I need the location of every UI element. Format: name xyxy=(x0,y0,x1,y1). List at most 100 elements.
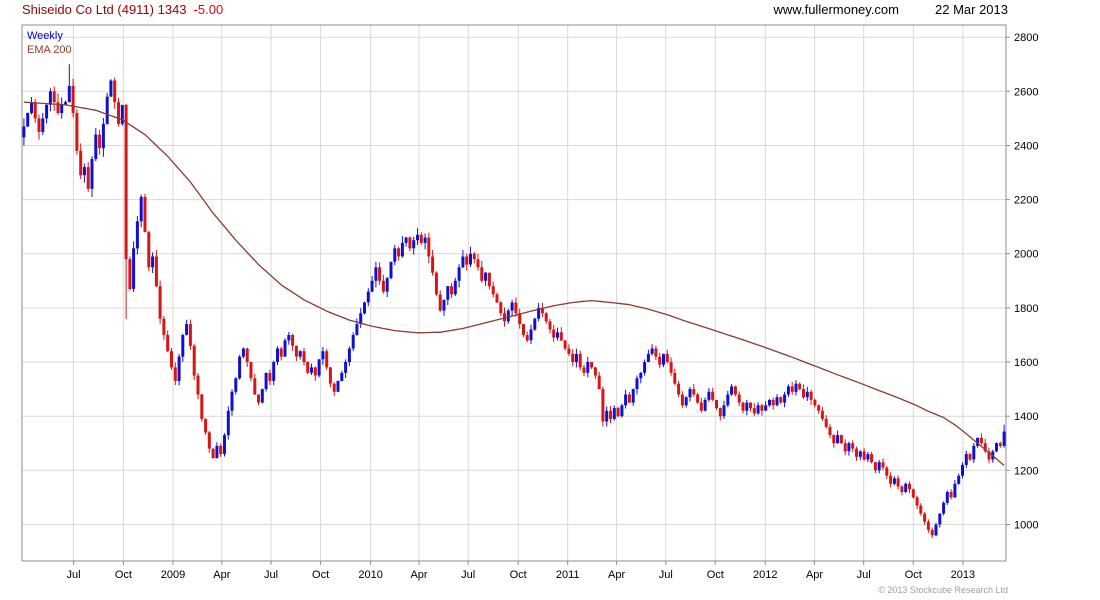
candle-body xyxy=(370,280,374,292)
candle-body xyxy=(170,351,173,368)
candle-body xyxy=(745,402,749,411)
candle-body xyxy=(423,237,427,243)
candle-body xyxy=(128,259,132,289)
x-axis-label: 2009 xyxy=(161,569,185,581)
candle-body xyxy=(355,324,359,335)
candle-body xyxy=(33,102,37,119)
candle-body xyxy=(794,383,798,392)
candle-body xyxy=(877,462,881,471)
y-axis-label: 1200 xyxy=(1014,465,1038,477)
x-axis-label: Oct xyxy=(510,569,527,581)
candle-body xyxy=(620,405,624,417)
candle-body xyxy=(552,329,556,338)
candle-body xyxy=(559,332,563,341)
candle-body xyxy=(873,462,877,471)
candle-body xyxy=(627,394,631,403)
candle-body xyxy=(188,324,192,346)
candle-body xyxy=(703,399,707,411)
candle-body xyxy=(972,445,976,460)
candle-body xyxy=(381,280,385,292)
candle-body xyxy=(847,443,851,452)
candle-body xyxy=(828,427,832,436)
candle-body xyxy=(809,391,813,400)
candle-body xyxy=(938,513,942,525)
candle-body xyxy=(783,394,787,403)
candle-body xyxy=(37,118,41,132)
candle-body xyxy=(601,389,605,422)
candle-body xyxy=(590,362,594,368)
candle-body xyxy=(427,237,431,257)
candle-body xyxy=(389,261,393,279)
candle-body xyxy=(41,118,45,132)
candle-body xyxy=(135,221,139,249)
candle-body xyxy=(771,399,775,406)
candle-body xyxy=(813,399,817,406)
candle-body xyxy=(961,464,964,476)
candle-body xyxy=(166,335,170,352)
candle-body xyxy=(442,299,446,311)
candle-body xyxy=(476,259,480,268)
x-axis-label: Oct xyxy=(707,569,724,581)
candle-body xyxy=(56,102,60,113)
candle-body xyxy=(802,389,805,398)
candle-body xyxy=(892,478,896,484)
candle-body xyxy=(215,445,219,459)
candle-body xyxy=(67,85,71,103)
candle-body xyxy=(336,381,340,392)
candle-body xyxy=(347,348,351,362)
candle-body xyxy=(711,391,715,400)
candle-body xyxy=(540,307,544,314)
candle-body xyxy=(881,462,885,468)
candle-body xyxy=(926,521,930,530)
y-axis-label: 1600 xyxy=(1014,357,1038,369)
candle-body xyxy=(26,113,30,127)
candle-body xyxy=(923,513,927,522)
candle-body xyxy=(749,402,752,408)
candle-body xyxy=(696,394,700,403)
candle-body xyxy=(900,486,904,492)
candle-body xyxy=(518,313,522,325)
candle-body xyxy=(404,237,408,243)
candle-body xyxy=(457,267,461,281)
candle-body xyxy=(245,348,249,362)
candle-body xyxy=(185,324,189,335)
candle-body xyxy=(438,294,442,311)
candle-body xyxy=(181,335,185,357)
candle-body xyxy=(287,335,291,341)
candle-body xyxy=(567,348,571,354)
x-axis-label: 2010 xyxy=(358,569,382,581)
timeframe-label: Weekly xyxy=(27,30,63,42)
x-axis-label: Jul xyxy=(66,569,80,581)
candle-body xyxy=(768,399,771,406)
candle-body xyxy=(253,378,257,395)
candle-body xyxy=(756,405,760,414)
y-axis-label: 2600 xyxy=(1014,86,1038,98)
website-text: www.fullermoney.com xyxy=(773,2,899,17)
candle-body xyxy=(904,483,908,492)
candle-body xyxy=(616,408,620,417)
candle-body xyxy=(612,408,616,419)
candle-body xyxy=(730,386,734,395)
candle-body xyxy=(790,386,794,392)
candle-body xyxy=(238,356,242,379)
candle-body xyxy=(374,267,378,281)
candle-body xyxy=(650,348,654,354)
candle-body xyxy=(279,348,283,357)
candle-body xyxy=(446,286,450,300)
candle-body xyxy=(461,256,465,268)
candle-body xyxy=(450,286,454,295)
candle-body xyxy=(563,340,567,349)
x-axis-label: Apr xyxy=(608,569,625,581)
candle-body xyxy=(283,340,287,357)
chart-date: 22 Mar 2013 xyxy=(935,2,1008,17)
candle-body xyxy=(836,435,840,444)
candle-body xyxy=(908,483,911,490)
candle-body xyxy=(533,318,537,330)
candle-body xyxy=(48,91,52,105)
candle-body xyxy=(453,280,457,295)
candle-body xyxy=(249,362,253,379)
candle-body xyxy=(643,362,647,373)
x-axis-label: Jul xyxy=(264,569,278,581)
candle-body xyxy=(469,253,472,265)
chart-header: Shiseido Co Ltd (4911) 1343 -5.00 www.ful… xyxy=(22,2,1008,17)
